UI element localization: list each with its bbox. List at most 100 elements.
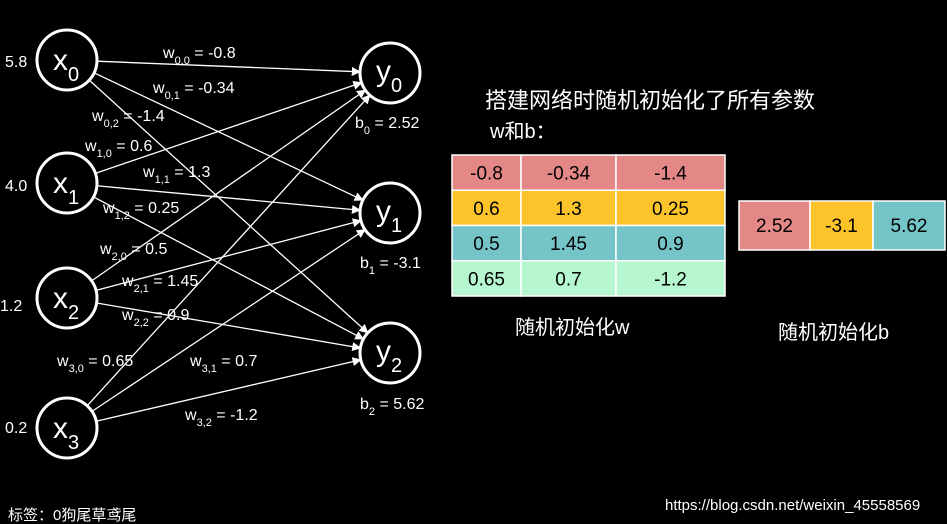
input-value: 0.2: [5, 420, 27, 437]
edge: [96, 60, 361, 77]
subscript: 1,1: [155, 174, 170, 186]
text-part: = 5.62: [375, 396, 424, 413]
input-label: x2: [53, 282, 79, 324]
w-cell-text: 0.9: [657, 234, 683, 255]
w-cell-text: -0.34: [547, 164, 591, 185]
subscript: 2: [68, 302, 79, 324]
w-cell: [520, 260, 617, 297]
subscript: 0: [364, 125, 370, 137]
text-part: = 0.7: [217, 353, 258, 370]
subscript: 2,1: [134, 283, 149, 295]
footer-label: 标签：0狗尾草鸢尾: [8, 507, 136, 524]
weight-label: w0,2 = -1.4: [91, 108, 165, 130]
output-label: y2: [376, 335, 402, 377]
text-part: w: [102, 200, 115, 217]
b-cell: [872, 200, 946, 251]
bias-label: b0 = 2.52: [355, 115, 420, 137]
subscript: 1: [369, 265, 375, 277]
text-part: = 1.45: [149, 273, 198, 290]
input-value: 1.2: [0, 298, 22, 315]
text-part: = -1.4: [119, 108, 165, 125]
input-value: 5.8: [5, 54, 27, 71]
subscript: 2,2: [134, 317, 149, 329]
text-part: = 0.25: [130, 200, 179, 217]
w-cell-text: 0.25: [652, 199, 689, 220]
text-part: = 0.6: [112, 138, 153, 155]
subtitle: w和b：: [489, 120, 556, 143]
subscript: 1,0: [97, 148, 112, 160]
title: 搭建网络时随机初始化了所有参数: [485, 88, 815, 113]
text-part: = -1.2: [212, 407, 258, 424]
text-part: x: [53, 282, 68, 315]
weight-label: w1,0 = 0.6: [84, 138, 152, 160]
text-part: y: [376, 335, 391, 368]
subscript: 3,0: [69, 363, 84, 375]
subscript: 3,2: [197, 417, 212, 429]
output-node: [358, 181, 422, 245]
edge: [88, 79, 369, 334]
text-part: x: [53, 167, 68, 200]
output-node: [358, 41, 422, 105]
weight-label: w0,1 = -0.34: [152, 80, 235, 102]
edge: [91, 89, 367, 282]
text-part: = 0.65: [84, 353, 133, 370]
weight-label: w3,0 = 0.65: [56, 353, 133, 375]
text-part: w: [121, 273, 134, 290]
text-part: w: [162, 45, 175, 62]
text-part: = -3.1: [375, 255, 421, 272]
input-node: [35, 28, 99, 92]
input-node: [35, 266, 99, 330]
edge: [91, 229, 366, 412]
subscript: 3,1: [202, 363, 217, 375]
text-part: y: [376, 195, 391, 228]
w-cell-text: -0.8: [470, 164, 503, 185]
w-cell-text: 0.7: [555, 269, 581, 290]
w-cell: [520, 154, 617, 191]
w-cell: [615, 260, 726, 297]
text-part: x: [53, 44, 68, 77]
input-label: x0: [53, 44, 79, 86]
b-cell: [738, 200, 811, 251]
subscript: 0: [391, 75, 402, 97]
weight-label: w2,2 = 0.9: [121, 307, 189, 329]
input-label: x3: [53, 412, 79, 454]
text-part: w: [56, 353, 69, 370]
text-part: = 2.52: [370, 115, 419, 132]
subscript: 0,2: [104, 118, 119, 130]
text-part: w: [121, 307, 134, 324]
text-part: x: [53, 412, 68, 445]
output-label: y1: [376, 195, 402, 237]
text-part: = -0.8: [190, 45, 236, 62]
w-cell: [615, 189, 726, 227]
text-part: b: [360, 396, 369, 413]
text-part: b: [360, 255, 369, 272]
text-part: w: [99, 241, 112, 258]
b-cell-text: 2.52: [756, 216, 793, 237]
edge: [95, 218, 362, 291]
edge: [95, 81, 363, 174]
input-value: 4.0: [5, 178, 27, 195]
weight-label: w1,1 = 1.3: [142, 164, 210, 186]
subscript: 0: [68, 64, 79, 86]
subscript: 1,2: [115, 210, 130, 222]
w-cell-text: 0.6: [473, 199, 499, 220]
w-cell-text: 0.65: [468, 269, 505, 290]
w-cell: [451, 189, 522, 227]
edge: [96, 302, 362, 352]
subscript: 0,1: [165, 90, 180, 102]
w-cell-text: -1.4: [654, 164, 687, 185]
w-cell: [615, 154, 726, 191]
b-cell-text: 5.62: [891, 216, 928, 237]
text-part: = 1.3: [170, 164, 211, 181]
b-cell: [809, 200, 874, 251]
output-label: y0: [376, 55, 402, 97]
input-label: x1: [53, 167, 79, 209]
w-cell-text: 0.5: [473, 234, 499, 255]
subscript: 3: [68, 432, 79, 454]
text-part: w: [91, 108, 104, 125]
subscript: 0,0: [175, 55, 190, 67]
text-part: w: [189, 353, 202, 370]
text-part: = 0.9: [149, 307, 190, 324]
text-part: w: [152, 80, 165, 97]
w-cell: [615, 224, 726, 262]
